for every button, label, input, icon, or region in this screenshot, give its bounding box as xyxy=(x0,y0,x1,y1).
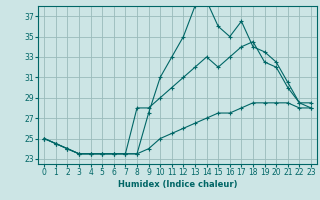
X-axis label: Humidex (Indice chaleur): Humidex (Indice chaleur) xyxy=(118,180,237,189)
